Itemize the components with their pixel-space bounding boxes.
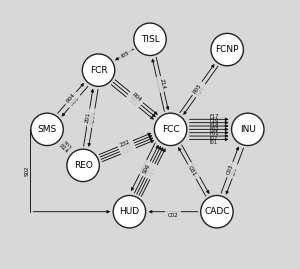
Text: F04: F04 (196, 85, 206, 96)
Text: F13: F13 (122, 144, 133, 153)
Circle shape (67, 149, 99, 182)
Text: F05: F05 (149, 167, 158, 178)
Text: TISL: TISL (141, 35, 159, 44)
Text: F02: F02 (209, 127, 219, 132)
Circle shape (211, 33, 243, 66)
Circle shape (113, 196, 146, 228)
Text: Z32: Z32 (119, 139, 131, 148)
Text: I02: I02 (209, 136, 217, 140)
Text: I01: I01 (209, 140, 217, 145)
Text: F01: F01 (209, 131, 219, 136)
Text: F19: F19 (121, 142, 132, 150)
Text: C02: C02 (168, 213, 178, 218)
Text: F18: F18 (209, 122, 219, 128)
Text: F09: F09 (123, 147, 134, 155)
Text: R04: R04 (131, 92, 142, 103)
Text: I05: I05 (121, 50, 130, 58)
Circle shape (134, 23, 166, 55)
Text: FCC: FCC (162, 125, 179, 134)
Text: SMS: SMS (38, 125, 57, 134)
Text: FCR: FCR (90, 66, 107, 75)
Text: S02: S02 (25, 165, 30, 176)
Text: R05: R05 (192, 82, 202, 94)
Text: F17: F17 (209, 114, 219, 119)
Text: Z14: Z14 (159, 78, 166, 90)
Text: F07: F07 (147, 165, 156, 177)
Text: INU: INU (240, 125, 256, 134)
Circle shape (154, 113, 187, 146)
Text: R03: R03 (129, 94, 140, 105)
Text: R14: R14 (58, 144, 69, 155)
Circle shape (31, 113, 63, 146)
Text: FCNP: FCNP (215, 45, 239, 54)
Text: S06: S06 (142, 163, 151, 175)
Text: Z01: Z01 (85, 112, 92, 123)
Text: O31: O31 (187, 165, 197, 178)
Text: F09: F09 (144, 164, 153, 176)
Text: R03: R03 (69, 96, 80, 107)
Text: I04: I04 (231, 167, 238, 176)
Text: C03: C03 (226, 164, 234, 176)
Text: R04: R04 (65, 92, 76, 104)
Circle shape (82, 54, 115, 86)
Text: RE04: RE04 (90, 111, 97, 126)
Text: Z01: Z01 (61, 140, 73, 151)
Text: I05: I05 (128, 97, 137, 107)
Circle shape (232, 113, 264, 146)
Text: F16: F16 (209, 118, 219, 123)
Circle shape (201, 196, 233, 228)
Text: HUD: HUD (119, 207, 140, 216)
Text: CADC: CADC (204, 207, 230, 216)
Text: REO: REO (74, 161, 92, 170)
